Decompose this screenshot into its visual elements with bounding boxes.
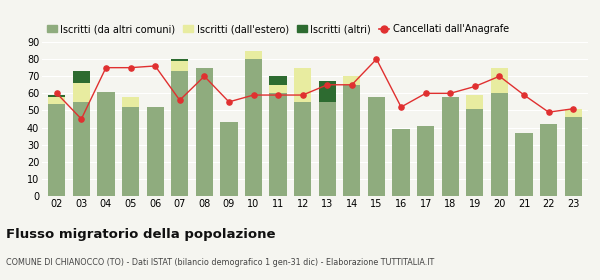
Bar: [171, 71, 188, 196]
Bar: [245, 59, 262, 196]
Point: [470, 84, 479, 89]
Point: [544, 110, 553, 115]
Bar: [171, 61, 188, 71]
Bar: [466, 95, 484, 109]
Bar: [417, 126, 434, 196]
Point: [200, 74, 209, 78]
Bar: [269, 76, 287, 85]
Bar: [368, 97, 385, 196]
Point: [347, 83, 356, 87]
Bar: [269, 85, 287, 93]
Bar: [392, 129, 410, 196]
Text: COMUNE DI CHIANOCCO (TO) - Dati ISTAT (bilancio demografico 1 gen-31 dic) - Elab: COMUNE DI CHIANOCCO (TO) - Dati ISTAT (b…: [6, 258, 434, 267]
Bar: [491, 93, 508, 196]
Bar: [48, 97, 65, 104]
Legend: Iscritti (da altri comuni), Iscritti (dall'estero), Iscritti (altri), Cancellati: Iscritti (da altri comuni), Iscritti (da…: [47, 24, 509, 34]
Point: [126, 66, 136, 70]
Point: [371, 57, 381, 61]
Bar: [48, 95, 65, 97]
Bar: [442, 97, 459, 196]
Bar: [491, 68, 508, 93]
Point: [151, 64, 160, 68]
Point: [224, 100, 234, 104]
Bar: [294, 102, 311, 196]
Bar: [48, 104, 65, 196]
Point: [298, 93, 308, 97]
Point: [175, 98, 185, 102]
Bar: [73, 102, 90, 196]
Point: [445, 91, 455, 95]
Point: [396, 105, 406, 109]
Bar: [73, 83, 90, 102]
Bar: [565, 117, 582, 196]
Point: [52, 91, 62, 95]
Bar: [515, 133, 533, 196]
Bar: [565, 109, 582, 117]
Bar: [269, 93, 287, 196]
Bar: [466, 109, 484, 196]
Point: [519, 93, 529, 97]
Point: [322, 83, 332, 87]
Point: [77, 117, 86, 121]
Point: [274, 93, 283, 97]
Bar: [146, 107, 164, 196]
Bar: [294, 68, 311, 102]
Bar: [343, 85, 361, 196]
Bar: [245, 51, 262, 59]
Bar: [220, 122, 238, 196]
Bar: [122, 107, 139, 196]
Bar: [171, 59, 188, 61]
Point: [568, 106, 578, 111]
Point: [494, 74, 504, 78]
Bar: [319, 81, 336, 102]
Point: [421, 91, 430, 95]
Bar: [97, 92, 115, 196]
Bar: [122, 97, 139, 107]
Bar: [73, 71, 90, 83]
Point: [249, 93, 259, 97]
Bar: [540, 124, 557, 196]
Bar: [343, 76, 361, 85]
Bar: [319, 102, 336, 196]
Point: [101, 66, 111, 70]
Text: Flusso migratorio della popolazione: Flusso migratorio della popolazione: [6, 228, 275, 241]
Bar: [196, 68, 213, 196]
